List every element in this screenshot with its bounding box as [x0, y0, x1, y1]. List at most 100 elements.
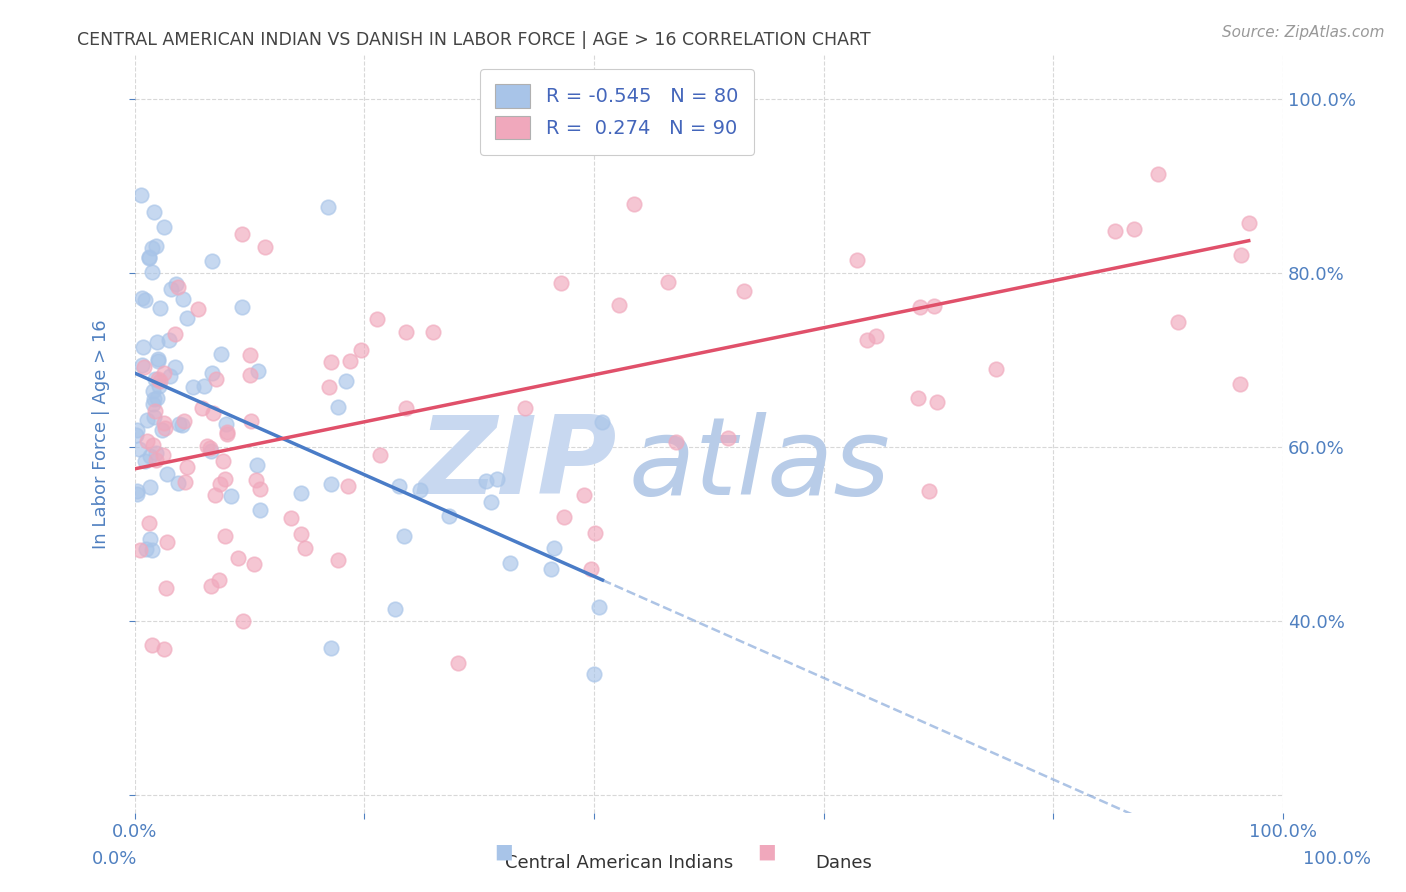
Point [316, 200, 339, 214]
Point [138, 250, 160, 264]
Point [165, 359, 187, 374]
Point [513, 401, 536, 416]
Text: ▪: ▪ [756, 838, 776, 867]
Point [197, 439, 219, 453]
Point [155, 582, 177, 596]
Text: ZIP: ZIP [419, 411, 617, 517]
Point [204, 487, 226, 501]
Point [245, 473, 267, 487]
Point [366, 311, 388, 326]
Point [485, 472, 508, 486]
Point [232, 614, 254, 628]
Point [395, 326, 418, 340]
Point [152, 448, 174, 462]
Point [135, 434, 157, 449]
Point [156, 467, 179, 481]
Point [145, 452, 167, 467]
Y-axis label: In Labor Force | Age > 16: In Labor Force | Age > 16 [93, 319, 110, 549]
Point [326, 400, 349, 414]
Point [246, 458, 269, 473]
Point [607, 297, 630, 311]
Point [138, 449, 160, 463]
Point [290, 527, 312, 541]
Point [135, 541, 157, 556]
Point [153, 366, 176, 380]
Point [143, 205, 166, 219]
Point [214, 529, 236, 543]
Point [201, 253, 224, 268]
Point [349, 343, 371, 357]
Point [156, 535, 179, 549]
Point [143, 372, 166, 386]
Point [215, 427, 238, 442]
Point [588, 599, 610, 614]
Point [231, 227, 253, 241]
Point [187, 301, 209, 316]
Point [239, 348, 262, 362]
Point [138, 251, 160, 265]
Point [146, 392, 169, 406]
Point [145, 404, 167, 418]
Point [141, 241, 163, 255]
Point [321, 476, 343, 491]
Point [167, 417, 190, 432]
Point [855, 334, 877, 348]
Point [132, 340, 155, 354]
Point [173, 414, 195, 428]
Point [239, 413, 262, 427]
Text: 0.0%: 0.0% [91, 850, 136, 868]
Point [150, 423, 173, 437]
Point [388, 479, 411, 493]
Point [231, 300, 253, 314]
Point [1237, 216, 1260, 230]
Legend: R = -0.545   N = 80, R =  0.274   N = 90: R = -0.545 N = 80, R = 0.274 N = 90 [479, 69, 754, 155]
Text: ▪: ▪ [494, 838, 513, 867]
Point [138, 516, 160, 531]
Point [127, 423, 149, 437]
Point [153, 421, 176, 435]
Point [163, 326, 186, 341]
Point [716, 431, 738, 445]
Point [986, 361, 1008, 376]
Point [865, 328, 887, 343]
Point [1104, 224, 1126, 238]
Point [226, 551, 249, 566]
Point [153, 219, 176, 234]
Point [581, 562, 603, 576]
Point [553, 509, 575, 524]
Point [200, 442, 222, 456]
Point [591, 415, 613, 429]
Point [922, 299, 945, 313]
Point [280, 511, 302, 525]
Point [129, 543, 152, 558]
Point [181, 379, 204, 393]
Point [145, 239, 167, 253]
Point [499, 556, 522, 570]
Point [422, 325, 444, 339]
Point [148, 354, 170, 368]
Point [918, 484, 941, 499]
Point [207, 573, 229, 587]
Point [125, 487, 148, 501]
Point [141, 265, 163, 279]
Point [134, 454, 156, 468]
Point [153, 642, 176, 657]
Point [253, 240, 276, 254]
Point [176, 310, 198, 325]
Point [200, 444, 222, 458]
Point [326, 553, 349, 567]
Point [335, 374, 357, 388]
Point [135, 413, 157, 427]
Point [394, 529, 416, 543]
Point [550, 276, 572, 290]
Point [201, 406, 224, 420]
Point [142, 437, 165, 451]
Point [294, 541, 316, 556]
Point [214, 417, 236, 431]
Point [1123, 221, 1146, 235]
Point [907, 391, 929, 405]
Point [336, 478, 359, 492]
Text: 100.0%: 100.0% [1303, 850, 1371, 868]
Point [665, 434, 688, 449]
Point [176, 459, 198, 474]
